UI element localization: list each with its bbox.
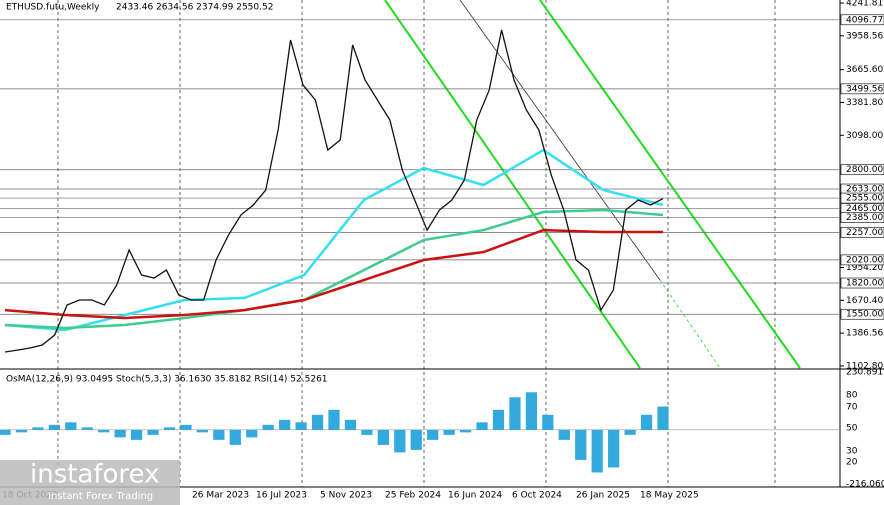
date-label: 25 Feb 2024 xyxy=(385,491,441,501)
osma-bar xyxy=(98,429,110,433)
level-label: 2555.00 xyxy=(846,194,883,204)
price-tick-label: 3958.56 xyxy=(846,31,883,41)
osma-bar xyxy=(114,429,126,438)
osma-bar xyxy=(32,427,44,430)
indicator-title: OsMA(12,26,9) 93.0495 Stoch(5,3,3) 36.16… xyxy=(6,375,328,385)
trend-channel xyxy=(384,0,801,369)
indicator-scale-label: 20 xyxy=(846,458,858,468)
level-box xyxy=(840,192,884,204)
level-label: 1820.00 xyxy=(846,279,883,289)
level-label: 2633.00 xyxy=(846,185,883,195)
osma-bar xyxy=(328,409,340,430)
osma-bar xyxy=(279,419,291,430)
osma-bar xyxy=(443,429,455,435)
level-label: 3499.56 xyxy=(846,84,883,94)
osma-bar xyxy=(196,429,209,433)
osma-bar xyxy=(180,424,192,430)
osma-bar xyxy=(509,397,521,430)
osma-bar xyxy=(344,419,357,430)
level-box xyxy=(840,277,884,289)
osma-bar xyxy=(640,414,653,430)
watermark-slogan: Instant Forex Trading xyxy=(48,491,153,502)
osma-bar xyxy=(130,429,143,440)
level-box xyxy=(840,308,884,320)
price-tick-label: 1670.40 xyxy=(846,296,883,306)
osma-bar xyxy=(657,406,669,430)
osma-bar xyxy=(65,422,77,430)
level-box xyxy=(840,254,884,266)
osma-bar xyxy=(427,429,439,440)
indicator-tick-label: -216.0603 xyxy=(846,480,884,490)
level-label: 4096.77 xyxy=(846,15,883,25)
price-tick-label: 3098.00 xyxy=(846,131,883,141)
date-label: 5 Nov 2023 xyxy=(320,491,372,501)
osma-bar xyxy=(246,429,258,438)
osma-bar xyxy=(262,424,274,430)
osma-bar xyxy=(459,429,472,433)
osma-bar xyxy=(163,427,176,430)
osma-bar xyxy=(295,422,307,430)
osma-bar xyxy=(624,429,636,435)
level-label: 2465.00 xyxy=(846,204,883,214)
osma-bar xyxy=(377,429,389,445)
date-label: 16 Jun 2024 xyxy=(448,491,502,501)
level-box xyxy=(840,164,884,176)
price-tick-label: 4241.81 xyxy=(846,0,883,9)
price-tick-label: 1102.80 xyxy=(846,361,883,371)
price-tick-label: 1386.56 xyxy=(846,329,883,339)
osma-bar xyxy=(311,414,324,430)
price-tick-label: 3665.60 xyxy=(846,65,883,75)
osma-bar xyxy=(361,429,373,435)
osma-bar xyxy=(15,429,28,433)
osma-bar xyxy=(394,429,406,453)
level-label: 1550.00 xyxy=(846,310,883,320)
level-box xyxy=(840,212,884,224)
osma-bar xyxy=(525,392,538,430)
price-tick-label: 1954.20 xyxy=(846,263,883,273)
price-line xyxy=(4,29,664,353)
indicator-scale-label: 70 xyxy=(846,403,858,413)
indicator-scale-label: 30 xyxy=(846,447,858,457)
indicator-scale-label: 50 xyxy=(846,424,858,434)
osma-bar xyxy=(48,424,60,430)
moving-average xyxy=(4,228,663,320)
date-label: 26 Jan 2025 xyxy=(576,491,630,501)
header-symbol: ETHUSD.futu,Weekly xyxy=(6,3,100,13)
osma-bar xyxy=(229,429,241,445)
osma-bar xyxy=(213,429,225,440)
price-tick-label: 3381.80 xyxy=(846,98,883,108)
level-box xyxy=(840,14,884,26)
header-ohlc: 2433.46 2634.56 2374.99 2550.52 xyxy=(116,3,273,13)
osma-bar xyxy=(410,429,422,450)
level-label: 2385.00 xyxy=(846,213,883,223)
level-label: 2800.00 xyxy=(846,165,883,175)
date-label: 6 Oct 2024 xyxy=(512,491,562,501)
osma-bar xyxy=(492,409,505,430)
level-label: 2257.00 xyxy=(846,228,883,238)
date-label: 18 May 2025 xyxy=(640,491,699,501)
moving-average xyxy=(4,208,664,330)
osma-bar xyxy=(591,429,603,473)
date-label: 16 Jul 2023 xyxy=(256,491,307,501)
osma-bar xyxy=(558,429,570,440)
watermark-box xyxy=(0,460,180,505)
indicator-scale-label: 80 xyxy=(846,391,858,401)
osma-bar xyxy=(542,414,554,430)
indicator-tick-label: 230.8919 xyxy=(846,368,884,378)
level-box xyxy=(840,83,884,95)
level-label: 2020.00 xyxy=(846,255,883,265)
watermark-brand: instaforex xyxy=(30,460,159,490)
osma-bar xyxy=(608,429,620,468)
osma-bar xyxy=(476,422,488,430)
osma-bar xyxy=(0,429,11,435)
date-label: 26 Mar 2023 xyxy=(192,491,249,501)
osma-bar xyxy=(81,427,93,430)
osma-bar xyxy=(575,429,587,460)
osma-bar xyxy=(147,429,159,435)
level-box xyxy=(840,227,884,238)
